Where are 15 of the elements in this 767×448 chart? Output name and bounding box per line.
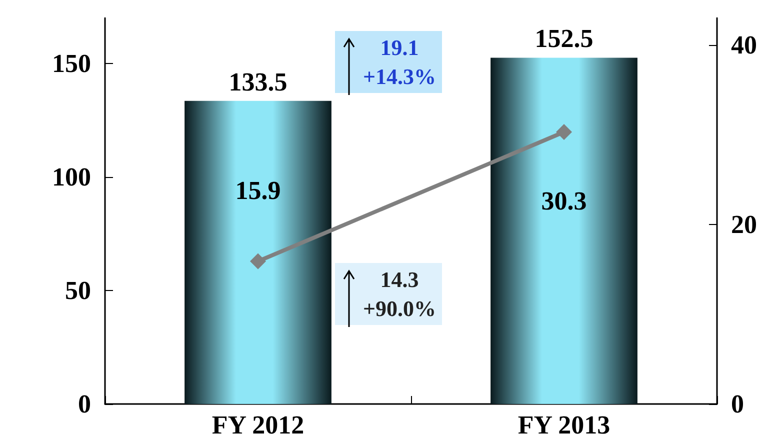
y-tick-label: 150 (52, 48, 91, 78)
data-label: 15.9 (235, 176, 281, 205)
x-tick-label: FY 2012 (212, 410, 304, 440)
y-tick-label: 100 (52, 162, 91, 192)
annotation: 19.1 +14.3% (335, 31, 442, 93)
data-label: 152.5 (534, 24, 594, 54)
y-tick-label: 50 (65, 276, 91, 305)
y2-tick-label: 40 (731, 30, 757, 60)
y-tick-label: 0 (78, 390, 91, 418)
annotation: 14.3 +90.0% (335, 263, 442, 325)
data-label: 133.5 (228, 67, 288, 96)
y2-tick-label: 20 (731, 210, 757, 239)
x-tick-label: FY 2013 (518, 410, 610, 440)
y2-tick-label: 0 (731, 390, 744, 418)
data-label: 30.3 (541, 186, 587, 216)
